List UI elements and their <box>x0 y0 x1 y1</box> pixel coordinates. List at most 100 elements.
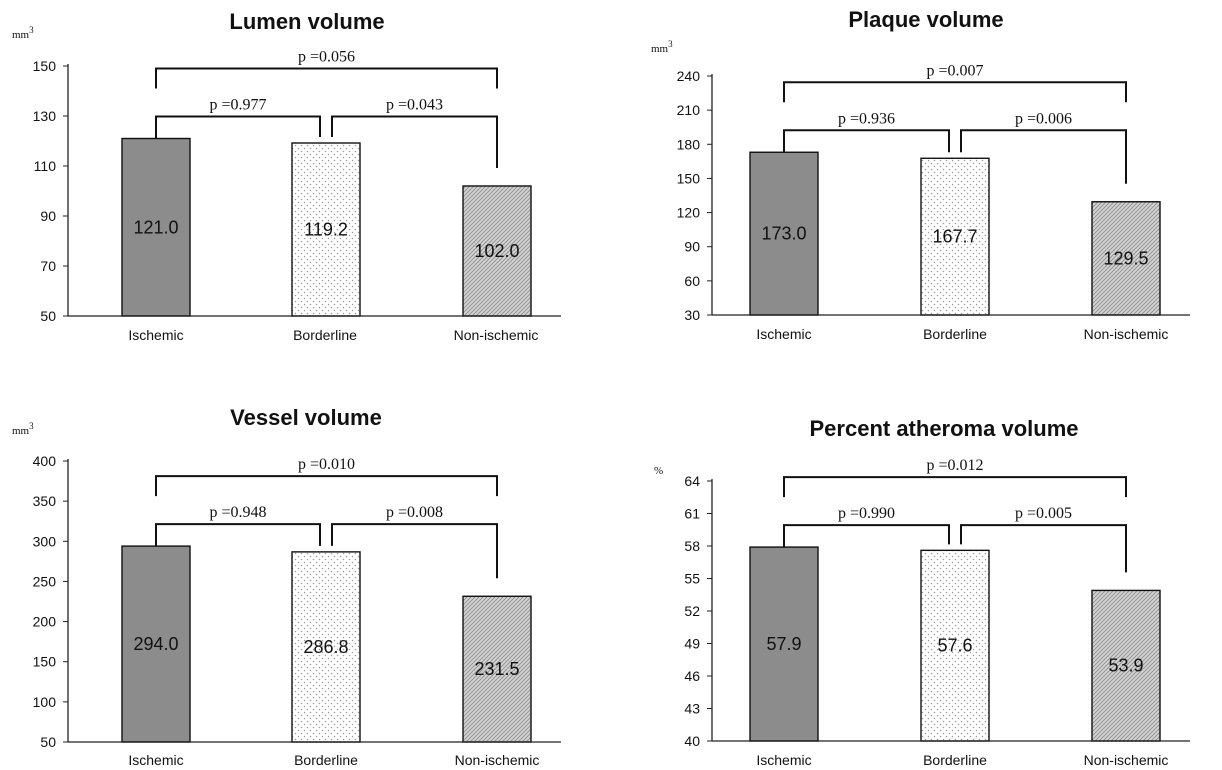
y-axis-ticks: 30 60 90 120 150 180 210 240 <box>677 68 712 323</box>
y-tick-label: 70 <box>40 258 56 274</box>
bars <box>749 151 1161 316</box>
category-label-non-ischemic: Non-ischemic <box>455 752 540 768</box>
bars <box>121 545 532 743</box>
bar-ischemic <box>121 545 191 743</box>
category-label-borderline: Borderline <box>294 752 358 768</box>
category-label-non-ischemic: Non-ischemic <box>454 327 539 343</box>
y-tick-label: 400 <box>33 453 57 469</box>
y-tick-label: 350 <box>33 493 57 509</box>
value-label-ischemic: 57.9 <box>766 634 801 654</box>
value-label-ischemic: 173.0 <box>761 224 806 244</box>
bracket-ischemic-borderline <box>155 115 321 139</box>
y-axis-ticks: 40 43 46 49 52 55 58 61 64 <box>684 473 712 749</box>
category-label-non-ischemic: Non-ischemic <box>1084 752 1169 768</box>
value-label-non-ischemic: 53.9 <box>1108 656 1143 676</box>
category-labels: Ischemic Borderline Non-ischemic <box>128 327 538 343</box>
value-label-ischemic: 121.0 <box>133 217 178 237</box>
y-tick-label: 60 <box>684 273 700 289</box>
value-label-non-ischemic: 129.5 <box>1103 248 1148 268</box>
y-tick-label: 58 <box>684 538 700 554</box>
p-value-ischemic-nonischemic: p =0.056 <box>298 49 355 66</box>
category-label-borderline: Borderline <box>293 327 357 343</box>
bracket-ischemic-nonischemic <box>155 475 498 497</box>
p-value-borderline-nonischemic: p =0.008 <box>386 504 443 521</box>
y-unit-label: mm3 <box>12 421 34 437</box>
y-unit-label: % <box>654 465 663 477</box>
y-tick-label: 46 <box>684 668 700 684</box>
bar-value-labels: 57.9 57.6 53.9 <box>766 634 1143 676</box>
y-tick-label: 40 <box>684 733 700 749</box>
p-value-ischemic-nonischemic: p =0.010 <box>298 456 355 473</box>
y-tick-label: 90 <box>40 208 56 224</box>
bar-value-labels: 121.0 119.2 102.0 <box>133 217 519 261</box>
chart-title: Percent atheroma volume <box>810 416 1079 441</box>
y-tick-label: 150 <box>33 58 57 74</box>
y-tick-label: 110 <box>34 158 57 174</box>
bar-borderline <box>291 551 361 743</box>
panel-percent-atheroma-volume: Percent atheroma volume % 40 43 46 49 52 55 58… <box>654 416 1190 768</box>
p-value-ischemic-borderline: p =0.936 <box>838 110 895 127</box>
p-value-borderline-nonischemic: p =0.005 <box>1015 505 1072 522</box>
category-label-ischemic: Ischemic <box>128 752 183 768</box>
category-label-borderline: Borderline <box>923 326 987 342</box>
axes <box>67 459 561 743</box>
bar-non-ischemic <box>1091 201 1161 316</box>
y-unit-label: mm3 <box>12 25 34 41</box>
value-label-borderline: 119.2 <box>304 220 348 240</box>
y-tick-label: 300 <box>33 533 57 549</box>
p-value-borderline-nonischemic: p =0.043 <box>386 97 443 114</box>
y-tick-label: 210 <box>677 102 701 118</box>
chart-title: Lumen volume <box>229 9 384 34</box>
bracket-ischemic-nonischemic <box>155 67 498 89</box>
category-label-ischemic: Ischemic <box>128 327 183 343</box>
category-label-ischemic: Ischemic <box>756 752 811 768</box>
y-unit-label: mm3 <box>651 39 673 55</box>
y-tick-label: 200 <box>33 614 57 630</box>
chart-title: Plaque volume <box>848 7 1003 32</box>
significance-brackets: p =0.977 p =0.043 p =0.056 <box>155 49 498 168</box>
bracket-ischemic-borderline <box>155 523 321 547</box>
value-label-borderline: 57.6 <box>937 636 972 656</box>
y-axis-ticks: 50 100 150 200 250 300 350 400 <box>33 453 68 750</box>
bar-non-ischemic <box>462 185 532 317</box>
panel-plaque-volume: Plaque volume mm3 306090120150180210240 … <box>651 7 1190 342</box>
bracket-borderline-nonischemic <box>960 129 1127 184</box>
category-label-ischemic: Ischemic <box>756 326 811 342</box>
bracket-ischemic-borderline <box>783 129 950 153</box>
value-label-non-ischemic: 102.0 <box>474 241 519 261</box>
y-tick-label: 240 <box>677 68 701 84</box>
y-tick-label: 120 <box>677 205 701 221</box>
bars <box>121 137 532 317</box>
y-axis-ticks: 50 70 90 110 130 150 <box>33 58 68 324</box>
bar-non-ischemic <box>462 595 532 743</box>
y-tick-label: 52 <box>684 603 700 619</box>
y-tick-label: 180 <box>677 136 701 152</box>
category-labels: Ischemic Borderline Non-ischemic <box>128 752 539 768</box>
bracket-ischemic-borderline <box>783 524 950 548</box>
p-value-ischemic-borderline: p =0.990 <box>838 505 895 522</box>
p-value-ischemic-nonischemic: p =0.007 <box>926 62 983 79</box>
y-tick-label: 250 <box>33 573 57 589</box>
axes <box>711 74 1190 316</box>
panel-lumen-volume: Lumen volume mm3 50 70 90 110 130 150 121.0 11… <box>12 9 561 343</box>
category-label-borderline: Borderline <box>923 752 987 768</box>
bar-value-labels: 173.0 167.7 129.5 <box>761 224 1148 269</box>
significance-brackets: p =0.936 p =0.006 p =0.007 <box>783 62 1127 184</box>
chart-title: Vessel volume <box>230 405 382 430</box>
value-label-ischemic: 294.0 <box>133 634 178 654</box>
y-tick-label: 64 <box>684 473 700 489</box>
bracket-ischemic-nonischemic <box>783 476 1127 498</box>
bar-value-labels: 294.0 286.8 231.5 <box>133 634 519 679</box>
y-tick-label: 100 <box>33 694 57 710</box>
y-tick-label: 61 <box>684 506 700 522</box>
y-tick-label: 55 <box>684 571 700 587</box>
y-tick-label: 90 <box>684 239 700 255</box>
axes <box>711 479 1190 742</box>
category-labels: Ischemic Borderline Non-ischemic <box>756 326 1168 342</box>
bracket-ischemic-nonischemic <box>783 81 1127 103</box>
significance-brackets: p =0.990 p =0.005 p =0.012 <box>783 457 1127 573</box>
bracket-borderline-nonischemic <box>960 524 1127 573</box>
category-labels: Ischemic Borderline Non-ischemic <box>756 752 1168 768</box>
axes <box>67 64 561 317</box>
